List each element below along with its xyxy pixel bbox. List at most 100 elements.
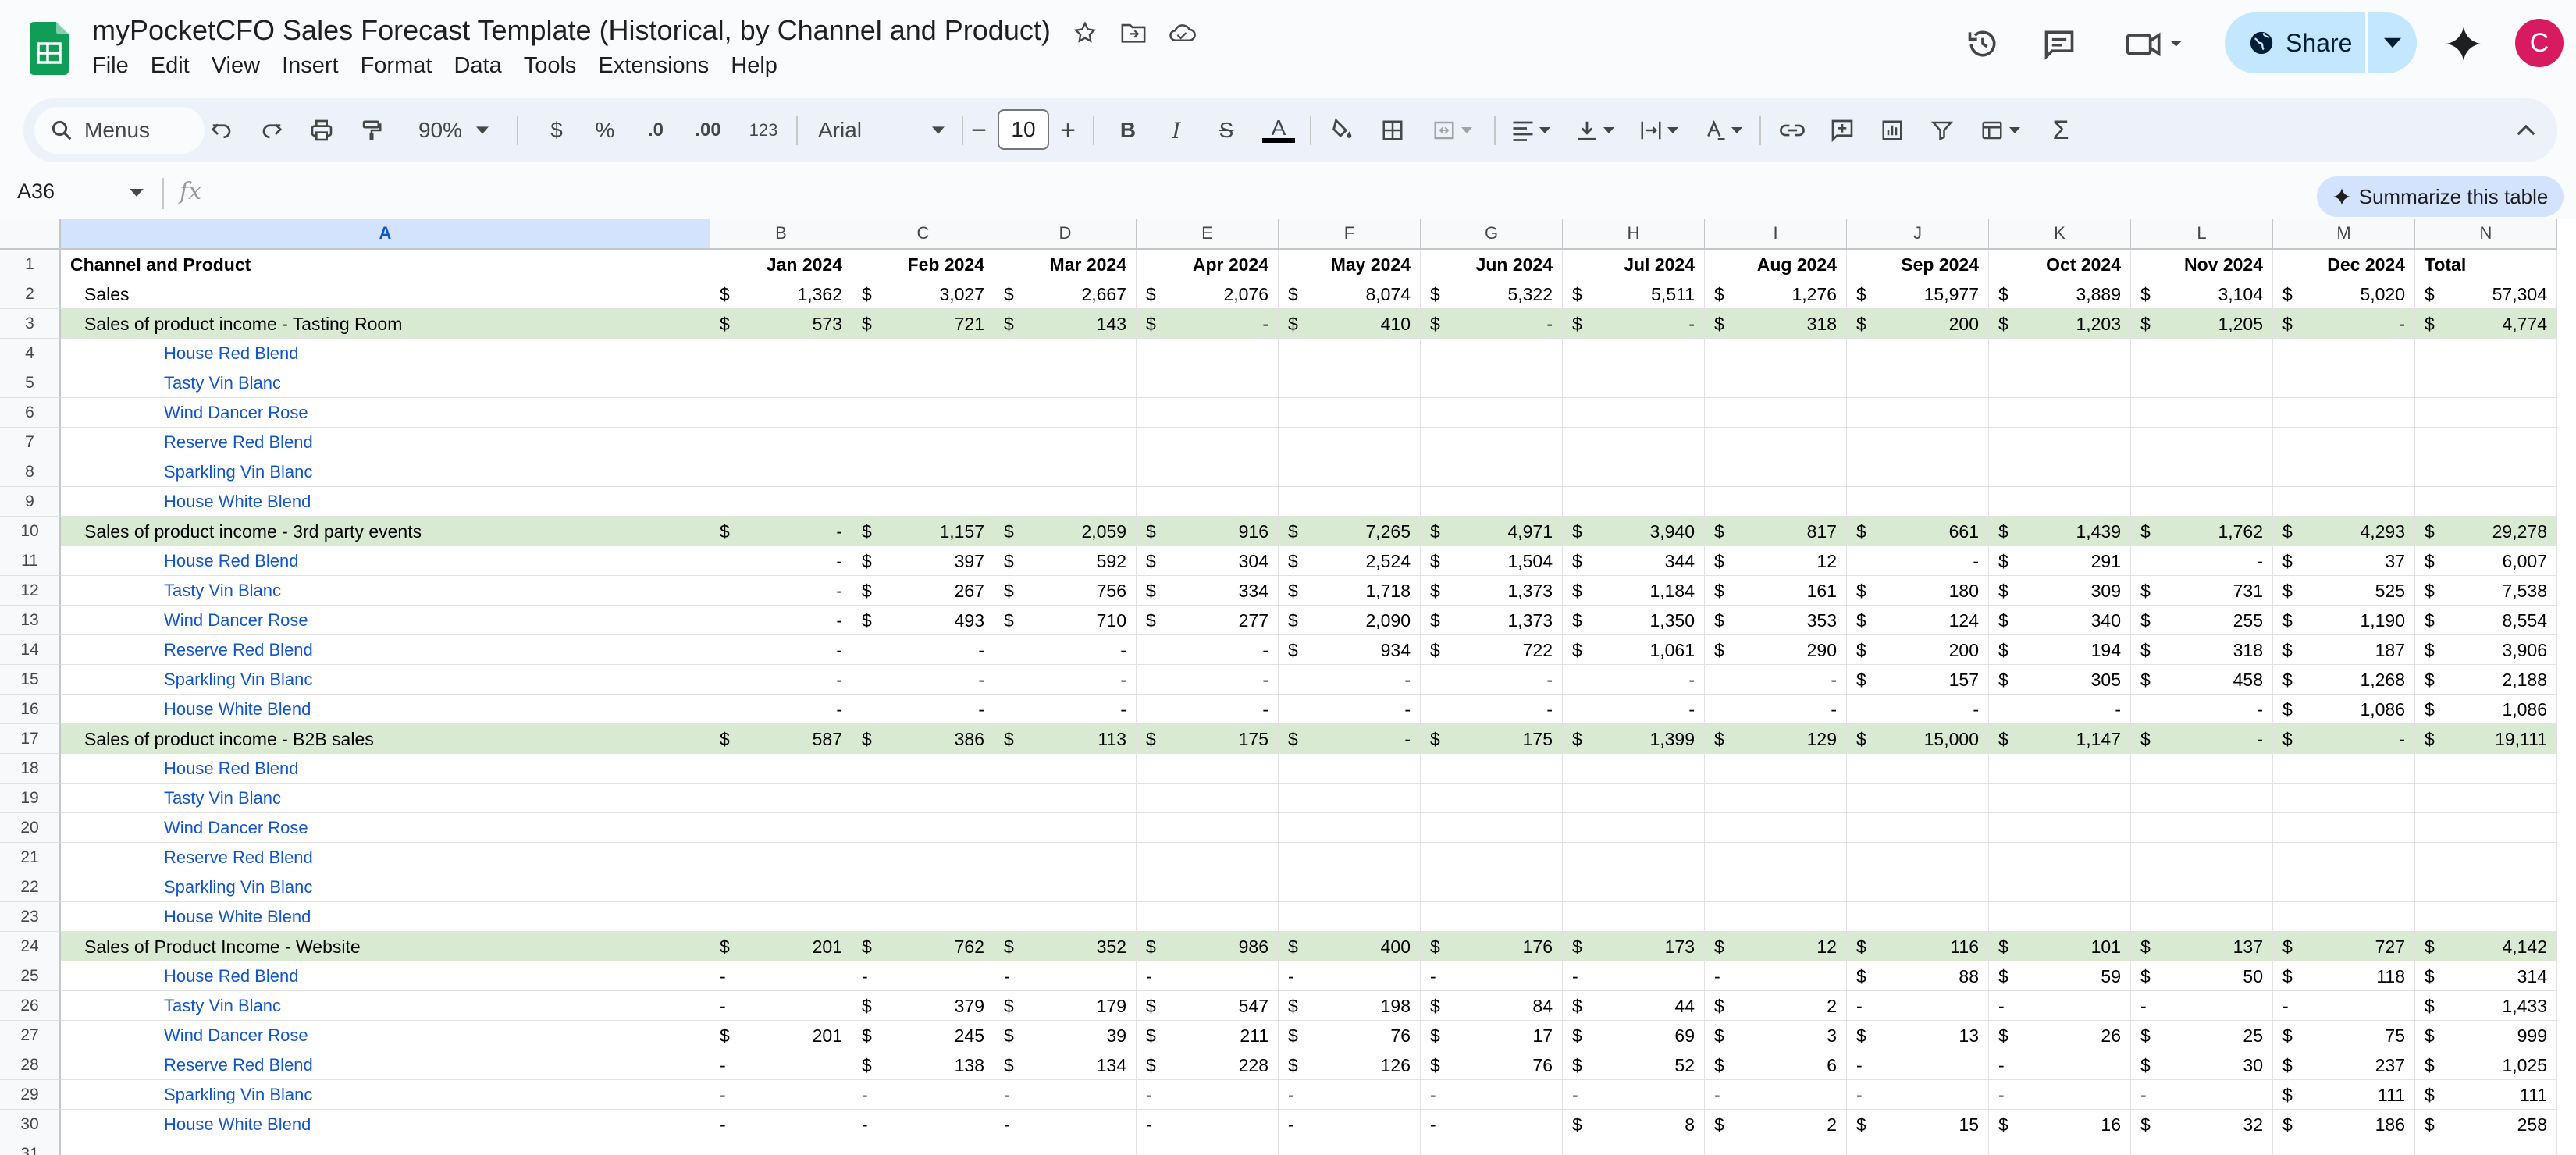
column-header-f[interactable]: F: [1279, 219, 1421, 250]
value-cell[interactable]: $ -: [2273, 724, 2415, 754]
column-header-n[interactable]: N: [2415, 219, 2557, 250]
value-cell[interactable]: [1847, 487, 1989, 517]
header-cell-month[interactable]: Jul 2024: [1563, 250, 1705, 279]
value-cell[interactable]: [2415, 872, 2557, 902]
menu-format[interactable]: Format: [360, 53, 432, 78]
value-cell[interactable]: $999: [2415, 1021, 2557, 1050]
header-cell-month[interactable]: Mar 2024: [994, 250, 1137, 279]
column-header-d[interactable]: D: [994, 219, 1137, 250]
insert-link-icon[interactable]: [1772, 107, 1813, 154]
value-cell[interactable]: [1279, 1139, 1421, 1155]
value-cell[interactable]: [1279, 457, 1421, 487]
value-cell[interactable]: [1137, 843, 1279, 872]
value-cell[interactable]: [994, 754, 1137, 784]
label-cell[interactable]: Tasty Vin Blanc: [61, 576, 710, 606]
value-cell[interactable]: $721: [852, 309, 994, 339]
value-cell[interactable]: $12: [1705, 546, 1847, 576]
value-cell[interactable]: [1563, 872, 1705, 902]
value-cell[interactable]: $3: [1705, 1021, 1847, 1050]
value-cell[interactable]: -: [994, 961, 1137, 991]
value-cell[interactable]: [2273, 902, 2415, 932]
value-cell[interactable]: $573: [710, 309, 852, 339]
value-cell[interactable]: -: [1279, 1080, 1421, 1110]
label-cell[interactable]: Reserve Red Blend: [61, 428, 710, 457]
column-header-a[interactable]: A: [61, 219, 710, 250]
value-cell[interactable]: [1705, 784, 1847, 813]
value-cell[interactable]: $25: [2131, 1021, 2273, 1050]
value-cell[interactable]: $5,511: [1563, 279, 1705, 309]
value-cell[interactable]: [1279, 428, 1421, 457]
row-header[interactable]: 27: [0, 1021, 61, 1050]
value-cell[interactable]: [1137, 339, 1279, 368]
value-cell[interactable]: [1989, 368, 2131, 398]
decrease-decimal-button[interactable]: .0: [647, 119, 664, 140]
value-cell[interactable]: [852, 368, 994, 398]
filter-views-icon[interactable]: [1972, 107, 2028, 154]
value-cell[interactable]: [1989, 872, 2131, 902]
value-cell[interactable]: [1989, 754, 2131, 784]
value-cell[interactable]: $211: [1137, 1021, 1279, 1050]
value-cell[interactable]: [1279, 843, 1421, 872]
value-cell[interactable]: -: [1563, 961, 1705, 991]
header-cell-month[interactable]: Aug 2024: [1705, 250, 1847, 279]
value-cell[interactable]: $17: [1421, 1021, 1563, 1050]
value-cell[interactable]: $3,940: [1563, 517, 1705, 546]
insert-chart-icon[interactable]: [1872, 107, 1912, 154]
value-cell[interactable]: -: [1137, 961, 1279, 991]
value-cell[interactable]: [1705, 368, 1847, 398]
value-cell[interactable]: [710, 784, 852, 813]
value-cell[interactable]: [1705, 754, 1847, 784]
value-cell[interactable]: $12: [1705, 932, 1847, 961]
value-cell[interactable]: [1705, 428, 1847, 457]
header-cell-month[interactable]: Sep 2024: [1847, 250, 1989, 279]
row-header[interactable]: 22: [0, 872, 61, 902]
value-cell[interactable]: [1279, 754, 1421, 784]
percent-format-button[interactable]: %: [595, 118, 615, 142]
value-cell[interactable]: [852, 872, 994, 902]
value-cell[interactable]: [1421, 872, 1563, 902]
value-cell[interactable]: [1137, 813, 1279, 843]
value-cell[interactable]: $277: [1137, 606, 1279, 635]
value-cell[interactable]: -: [852, 635, 994, 665]
value-cell[interactable]: $400: [1279, 932, 1421, 961]
value-cell[interactable]: [710, 902, 852, 932]
value-cell[interactable]: $245: [852, 1021, 994, 1050]
value-cell[interactable]: $2,667: [994, 279, 1137, 309]
value-cell[interactable]: [1705, 339, 1847, 368]
value-cell[interactable]: [1563, 457, 1705, 487]
label-cell[interactable]: Sales of product income - 3rd party even…: [61, 517, 710, 546]
value-cell[interactable]: $727: [2273, 932, 2415, 961]
value-cell[interactable]: $493: [852, 606, 994, 635]
value-cell[interactable]: [2273, 398, 2415, 428]
value-cell[interactable]: $32: [2131, 1110, 2273, 1139]
value-cell[interactable]: $8,554: [2415, 606, 2557, 635]
value-cell[interactable]: $126: [1279, 1050, 1421, 1080]
column-header-h[interactable]: H: [1563, 219, 1705, 250]
value-cell[interactable]: [1989, 457, 2131, 487]
value-cell[interactable]: $15: [1847, 1110, 1989, 1139]
value-cell[interactable]: $175: [1137, 724, 1279, 754]
value-cell[interactable]: $1,061: [1563, 635, 1705, 665]
value-cell[interactable]: [1421, 754, 1563, 784]
redo-icon[interactable]: [251, 107, 292, 154]
label-cell[interactable]: House White Blend: [61, 902, 710, 932]
value-cell[interactable]: $334: [1137, 576, 1279, 606]
value-cell[interactable]: [1847, 784, 1989, 813]
sheets-logo-icon[interactable]: [30, 22, 69, 75]
value-cell[interactable]: -: [1421, 961, 1563, 991]
value-cell[interactable]: -: [710, 695, 852, 724]
value-cell[interactable]: $1,190: [2273, 606, 2415, 635]
italic-button[interactable]: I: [1172, 117, 1181, 144]
value-cell[interactable]: -: [1705, 961, 1847, 991]
value-cell[interactable]: -: [2131, 546, 2273, 576]
header-cell-month[interactable]: Nov 2024: [2131, 250, 2273, 279]
row-header[interactable]: 12: [0, 576, 61, 606]
value-cell[interactable]: -: [852, 1080, 994, 1110]
column-header-i[interactable]: I: [1705, 219, 1847, 250]
value-cell[interactable]: -: [1279, 961, 1421, 991]
value-cell[interactable]: [1847, 843, 1989, 872]
text-color-button[interactable]: A: [1258, 107, 1299, 154]
value-cell[interactable]: [2415, 784, 2557, 813]
value-cell[interactable]: -: [710, 606, 852, 635]
value-cell[interactable]: $69: [1563, 1021, 1705, 1050]
